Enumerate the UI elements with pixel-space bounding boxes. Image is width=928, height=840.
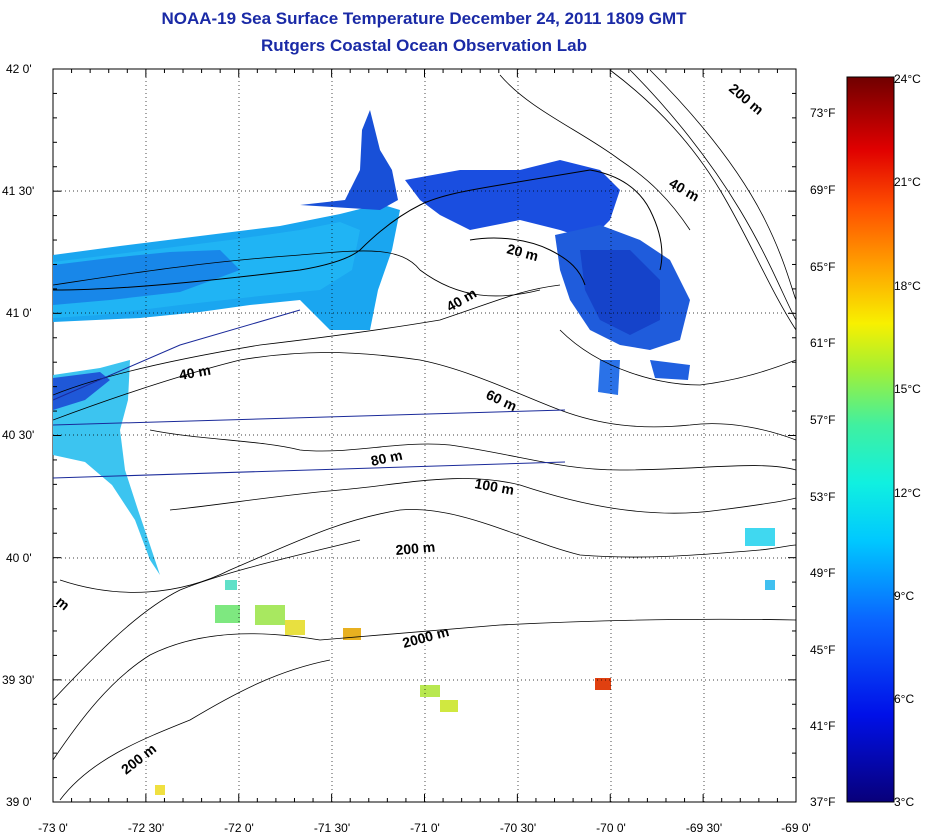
fahrenheit-label: 69°F bbox=[810, 183, 835, 197]
longitude-label: -73 0' bbox=[38, 821, 68, 835]
fahrenheit-label: 65°F bbox=[810, 260, 835, 274]
latitude-label: 41 0' bbox=[6, 306, 32, 320]
longitude-label: -69 30' bbox=[686, 821, 722, 835]
fahrenheit-label: 53°F bbox=[810, 490, 835, 504]
contour-label: 40 m bbox=[178, 362, 212, 383]
latitude-label: 39 0' bbox=[6, 795, 32, 809]
longitude-label: -69 0' bbox=[781, 821, 811, 835]
fahrenheit-label: 73°F bbox=[810, 106, 835, 120]
celsius-label: 9°C bbox=[894, 589, 914, 603]
latitude-label: 42 0' bbox=[6, 62, 32, 76]
coastline bbox=[53, 169, 663, 291]
colorbar bbox=[846, 76, 895, 803]
longitude-label: -71 30' bbox=[314, 821, 350, 835]
celsius-label: 24°C bbox=[894, 72, 921, 86]
bathymetry-contours bbox=[53, 69, 796, 801]
longitude-label: -70 0' bbox=[596, 821, 626, 835]
longitude-label: -72 0' bbox=[224, 821, 254, 835]
latitude-labels: 42 0' 41 30' 41 0' 40 30' 40 0' 39 30' 3… bbox=[2, 62, 34, 809]
fahrenheit-label: 41°F bbox=[810, 719, 835, 733]
celsius-labels: 24°C 21°C 18°C 15°C 12°C 9°C 6°C 3°C bbox=[894, 72, 921, 809]
contour-label: 20 m bbox=[505, 240, 540, 264]
fahrenheit-label: 49°F bbox=[810, 566, 835, 580]
contour-label: 100 m bbox=[473, 475, 515, 498]
contour-label: 200 m bbox=[395, 539, 436, 558]
sst-pixels bbox=[53, 110, 775, 795]
transect-lines bbox=[52, 309, 566, 479]
map-title: NOAA-19 Sea Surface Temperature December… bbox=[161, 9, 687, 28]
longitude-labels: -73 0' -72 30' -72 0' -71 30' -71 0' -70… bbox=[38, 821, 811, 835]
fahrenheit-label: 61°F bbox=[810, 336, 835, 350]
latitude-label: 41 30' bbox=[2, 184, 34, 198]
latitude-label: 40 0' bbox=[6, 551, 32, 565]
fahrenheit-label: 57°F bbox=[810, 413, 835, 427]
celsius-label: 3°C bbox=[894, 795, 914, 809]
longitude-label: -71 0' bbox=[410, 821, 440, 835]
latitude-label: 40 30' bbox=[2, 428, 34, 442]
map-subtitle: Rutgers Coastal Ocean Observation Lab bbox=[261, 36, 587, 55]
celsius-label: 21°C bbox=[894, 175, 921, 189]
axis-ticks bbox=[52, 68, 797, 803]
celsius-label: 6°C bbox=[894, 692, 914, 706]
longitude-label: -72 30' bbox=[128, 821, 164, 835]
fahrenheit-label: 37°F bbox=[810, 795, 835, 809]
longitude-label: -70 30' bbox=[500, 821, 536, 835]
celsius-label: 15°C bbox=[894, 382, 921, 396]
celsius-label: 18°C bbox=[894, 279, 921, 293]
fahrenheit-label: 45°F bbox=[810, 643, 835, 657]
fahrenheit-labels: 73°F 69°F 65°F 61°F 57°F 53°F 49°F 45°F … bbox=[810, 106, 835, 809]
contour-label: 80 m bbox=[369, 447, 404, 469]
latitude-label: 39 30' bbox=[2, 673, 34, 687]
celsius-label: 12°C bbox=[894, 486, 921, 500]
